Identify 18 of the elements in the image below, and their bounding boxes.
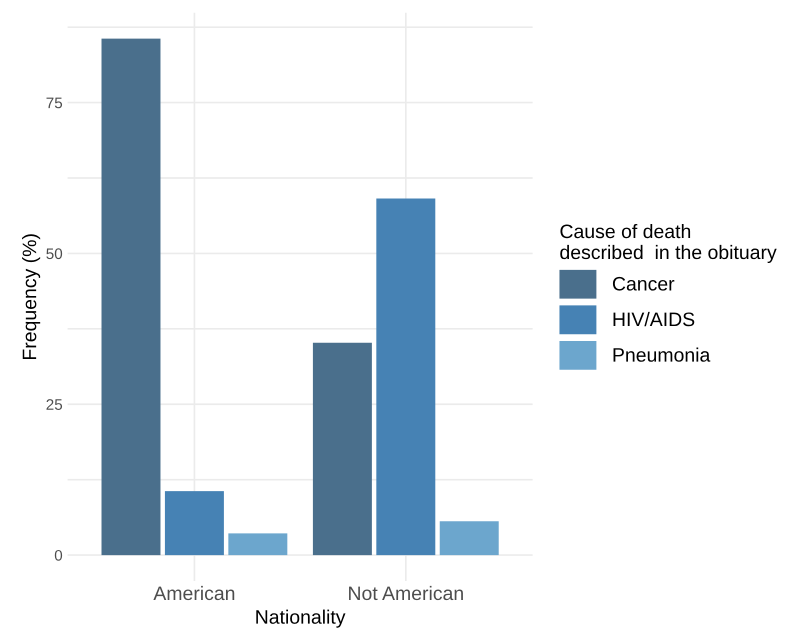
bar bbox=[228, 533, 288, 556]
y-axis-title: Frequency (%) bbox=[22, 234, 40, 360]
x-tick-label: American bbox=[153, 586, 234, 600]
y-tick-label: 50 bbox=[46, 248, 62, 260]
bar bbox=[440, 521, 499, 556]
bar bbox=[164, 491, 224, 556]
y-tick-label: 0 bbox=[54, 550, 62, 561]
legend-label: Cancer bbox=[612, 276, 674, 291]
legend-title: Cause of death described in the obituary bbox=[560, 224, 777, 264]
bar bbox=[102, 38, 160, 556]
legend-label: HIV/AIDS bbox=[614, 312, 694, 326]
x-tick-label: Not American bbox=[349, 586, 463, 600]
x-axis-title: Nationality bbox=[256, 610, 346, 628]
y-tick-label: 25 bbox=[46, 399, 62, 410]
bar bbox=[376, 198, 436, 556]
y-tick-label: 75 bbox=[46, 98, 62, 108]
legend-label: Pneumonia bbox=[614, 348, 710, 362]
bar bbox=[312, 342, 372, 556]
